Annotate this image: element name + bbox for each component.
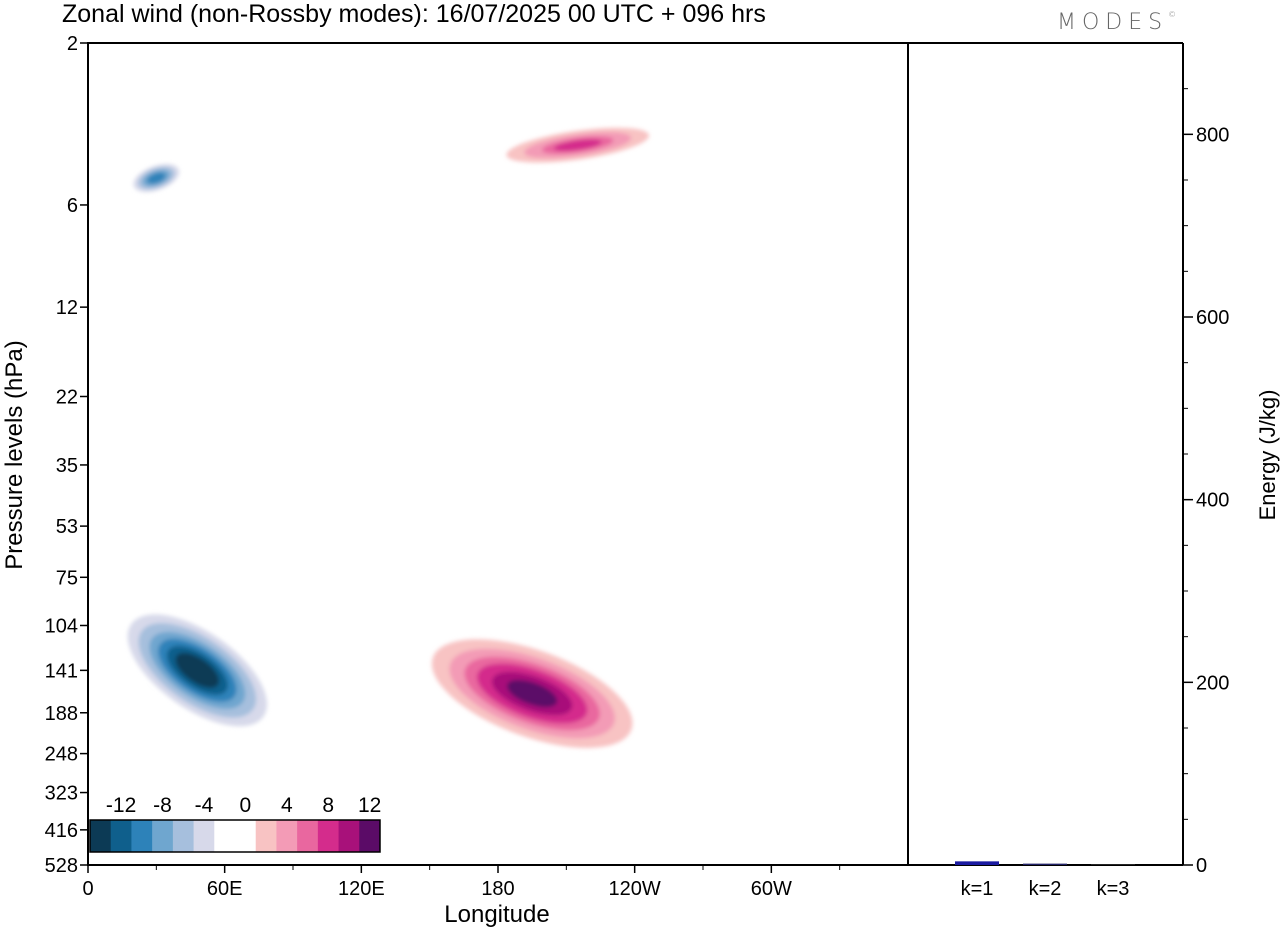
y-tick-label: 528 xyxy=(45,855,78,877)
bar-category-label: k=2 xyxy=(1029,878,1062,900)
colorbar-label: 12 xyxy=(358,794,381,817)
x-tick-label: 120W xyxy=(609,878,661,900)
y-tick-label: 2 xyxy=(67,33,78,55)
energy-tick-label: 200 xyxy=(1196,672,1229,694)
x-tick-label: 120E xyxy=(338,878,385,900)
colorbar-swatch xyxy=(235,820,257,852)
heatmap-feature xyxy=(506,127,650,163)
colorbar-swatch xyxy=(131,820,153,852)
pressure-axis: 2 6 12 22 35 53 75 104 141 188 248 323 416 528 xyxy=(45,33,88,877)
logo-text: MODES xyxy=(1057,10,1169,35)
y-axis-label: Pressure levels (hPa) xyxy=(1,340,28,569)
colorbar-frame xyxy=(89,819,381,853)
colorbar-swatch xyxy=(172,820,195,852)
y-tick-label: 53 xyxy=(56,516,78,538)
bar-category-label: k=1 xyxy=(961,878,994,900)
colorbar-label: 0 xyxy=(240,794,252,817)
colorbar-label: -8 xyxy=(153,794,172,817)
energy-bar xyxy=(1023,863,1067,865)
y-tick-label: 12 xyxy=(56,297,78,319)
heatmap-feature xyxy=(431,639,633,748)
energy-tick-label: 800 xyxy=(1196,124,1229,146)
y-tick-label: 416 xyxy=(45,820,78,842)
energy-bar xyxy=(955,861,999,865)
colorbar-label: -4 xyxy=(195,794,214,817)
y-tick-label: 248 xyxy=(45,744,78,766)
x-tick-label: 180 xyxy=(481,878,514,900)
colorbar-swatch xyxy=(359,820,381,852)
colorbar-swatch xyxy=(152,820,174,852)
colorbar-swatch xyxy=(297,820,319,852)
energy-axis-label: Energy (J/kg) xyxy=(1255,390,1280,521)
heatmap-field xyxy=(127,127,650,748)
heatmap-feature xyxy=(133,164,180,193)
energy-bars: k=1 k=2 k=3 xyxy=(955,861,1135,900)
y-tick-label: 35 xyxy=(56,455,78,477)
x-tick-label: 0 xyxy=(82,878,93,900)
y-tick-label: 141 xyxy=(45,660,78,682)
energy-tick-label: 0 xyxy=(1196,855,1207,877)
colorbar-swatch xyxy=(255,820,277,852)
heatmap-contour xyxy=(507,679,558,708)
colorbar-label: -12 xyxy=(106,794,136,817)
energy-tick-label: 400 xyxy=(1196,490,1229,512)
y-tick-label: 188 xyxy=(45,703,78,725)
colorbar-swatch xyxy=(193,820,215,852)
longitude-axis: 0 60E 120E 180 120W 60W xyxy=(82,865,841,900)
y-tick-label: 6 xyxy=(67,195,78,217)
colorbar: -12 -8 -4 0 4 8 12 xyxy=(89,794,381,853)
heatmap-feature xyxy=(127,614,267,727)
heatmap-contour xyxy=(175,652,220,688)
colorbar-label: 4 xyxy=(281,794,293,817)
colorbar-swatch xyxy=(276,820,298,852)
y-tick-label: 323 xyxy=(45,783,78,805)
y-tick-label: 75 xyxy=(56,567,78,589)
bar-category-label: k=3 xyxy=(1097,878,1130,900)
heatmap-contour xyxy=(553,139,602,151)
colorbar-swatch xyxy=(338,820,360,852)
colorbar-swatch xyxy=(317,820,340,852)
y-tick-label: 104 xyxy=(45,615,78,637)
y-tick-label: 22 xyxy=(56,386,78,408)
modes-logo: MODES© xyxy=(1057,10,1177,35)
energy-axis: 0 200 400 600 800 xyxy=(1183,88,1229,877)
chart-title: Zonal wind (non-Rossby modes): 16/07/202… xyxy=(62,0,766,28)
x-tick-label: 60W xyxy=(751,878,792,900)
colorbar-label: 8 xyxy=(322,794,334,817)
x-tick-label: 60E xyxy=(207,878,243,900)
colorbar-swatch xyxy=(90,820,112,852)
x-axis-label: Longitude xyxy=(444,901,549,928)
energy-bar xyxy=(1091,864,1135,865)
colorbar-swatch xyxy=(214,820,236,852)
energy-tick-label: 600 xyxy=(1196,307,1229,329)
heatmap-contour xyxy=(147,172,166,184)
colorbar-swatch xyxy=(110,820,132,852)
heatmap-frame xyxy=(87,42,909,866)
